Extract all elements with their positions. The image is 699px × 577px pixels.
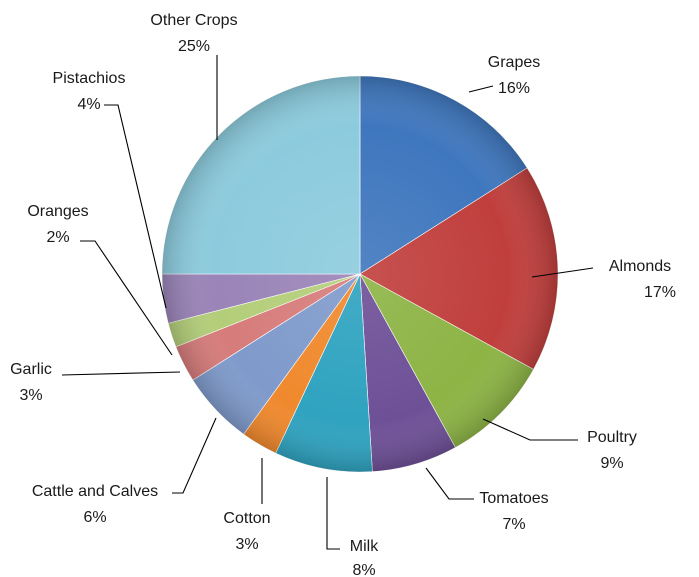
slice-label: Grapes (488, 54, 540, 71)
slice-percent-label: 4% (77, 96, 100, 113)
slice-label: Cotton (223, 510, 270, 527)
slice-percent-label: 2% (46, 229, 69, 246)
slice-percent-label: 16% (498, 80, 530, 97)
pie-slices (161, 75, 559, 473)
slice-percent-label: 25% (178, 38, 210, 55)
slice-label: Pistachios (53, 70, 126, 87)
slice-percent-label: 3% (19, 387, 42, 404)
leader-line (468, 85, 494, 93)
slice-label: Garlic (10, 361, 52, 378)
slice-label: Poultry (587, 429, 637, 446)
leader-line (80, 240, 173, 356)
slice-label: Almonds (609, 258, 671, 275)
slice-percent-label: 17% (644, 284, 676, 301)
slice-percent-label: 3% (235, 536, 258, 553)
slice-percent-label: 8% (352, 562, 375, 577)
slice-percent-label: 6% (83, 509, 106, 526)
slice-label: Other Crops (150, 12, 237, 29)
slice-label: Milk (350, 538, 379, 555)
leader-line (326, 477, 340, 550)
leader-line (531, 267, 594, 278)
slice-percent-label: 9% (600, 455, 623, 472)
slice-label: Cattle and Calves (32, 483, 158, 500)
leader-lines (61, 55, 594, 550)
leader-line (425, 467, 474, 500)
pie-gloss-overlay (162, 76, 558, 472)
slice-label: Tomatoes (479, 490, 548, 507)
leader-line (104, 104, 167, 309)
slice-label: Oranges (27, 203, 88, 220)
leader-line (61, 371, 181, 376)
leader-line (172, 417, 217, 494)
slice-labels: Grapes 16% Almonds 17% Poultry 9% Tomatoes 7% Mi… (10, 12, 676, 577)
slice-percent-label: 7% (502, 516, 525, 533)
leader-line (482, 418, 578, 441)
